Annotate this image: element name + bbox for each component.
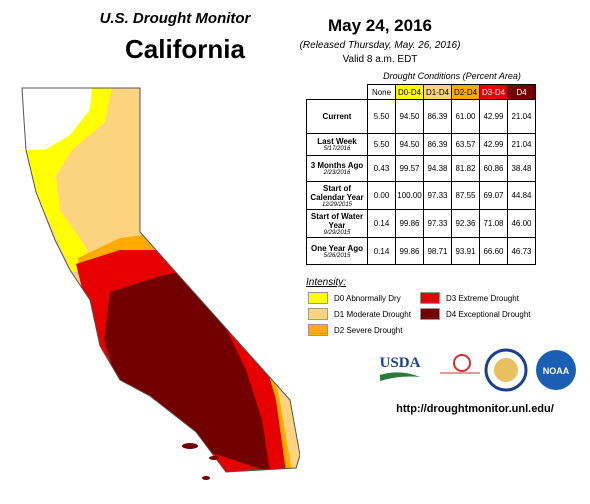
legend-item: D0 Abnormally Dry: [308, 292, 401, 304]
legend-item: D4 Exceptional Drought: [420, 308, 531, 320]
legend-swatch: [420, 308, 440, 320]
cell: 42.99: [479, 133, 508, 156]
cell: 42.99: [479, 99, 508, 134]
cell: 0.43: [367, 155, 396, 182]
column-header: D1-D4: [423, 84, 452, 100]
row-label: One Year Ago 5/26/2015: [306, 237, 368, 265]
cell: 61.00: [451, 99, 480, 134]
cell: 0.00: [367, 181, 396, 210]
date: May 24, 2016: [328, 16, 432, 35]
released: (Released Thursday, May. 26, 2016): [299, 40, 461, 51]
table-caption: Drought Conditions (Percent Area): [383, 71, 521, 81]
legend-label: D1 Moderate Drought: [334, 309, 411, 319]
column-header: D4: [507, 84, 536, 100]
legend-swatch: [308, 324, 328, 336]
row-title: Start of Water Year: [310, 211, 364, 230]
cell: 38.48: [507, 155, 536, 182]
valid: Valid 8 a.m. EDT: [342, 54, 418, 65]
cell: 97.33: [423, 181, 452, 210]
cell: 63.57: [451, 133, 480, 156]
legend-label: D3 Extreme Drought: [446, 293, 519, 303]
legend-label: D0 Abnormally Dry: [334, 293, 401, 303]
cell: 87.55: [451, 181, 480, 210]
row-label: Start of Calendar Year 12/29/2015: [306, 181, 368, 210]
url: http://droughtmonitor.unl.edu/: [396, 403, 554, 415]
cell: 99.86: [395, 237, 424, 265]
cell: 92.36: [451, 209, 480, 238]
row-title: One Year Ago: [310, 243, 364, 253]
row-date: 2/23/2016: [323, 170, 351, 176]
cell: 99.57: [395, 155, 424, 182]
cell: 46.73: [507, 237, 536, 265]
cell: 21.04: [507, 133, 536, 156]
conditions-table: None D0-D4 D1-D4 D2-D4 D3-D4 D4 Current 5.50 94.…: [306, 84, 536, 265]
column-header: None: [367, 84, 396, 100]
row-title: 3 Months Ago: [310, 161, 364, 170]
cell: 60.86: [479, 155, 508, 182]
column-header: D0-D4: [395, 84, 424, 100]
cell: 86.39: [423, 133, 452, 156]
table-row: One Year Ago 5/26/2015 0.14 99.86 98.71 93.91…: [306, 237, 536, 265]
legend-label: D2 Severe Drought: [334, 325, 403, 335]
cell: 69.07: [479, 181, 508, 210]
row-title: Current: [322, 112, 352, 121]
column-header: D3-D4: [479, 84, 508, 100]
table-row: Start of Calendar Year 12/29/2015 0.00 100.…: [306, 181, 536, 210]
noaa-logo: NOAA: [543, 366, 570, 376]
table-row: Current 5.50 94.50 86.39 61.00 42.99 21.04: [306, 99, 536, 134]
cell: 71.08: [479, 209, 508, 238]
cell: 21.04: [507, 99, 536, 134]
cell: 0.14: [367, 209, 396, 238]
corner: [307, 85, 368, 100]
legend-item: D3 Extreme Drought: [420, 292, 519, 304]
row-label: 3 Months Ago 2/23/2016: [306, 155, 368, 182]
cell: 5.50: [367, 99, 396, 134]
table-row: 3 Months Ago 2/23/2016 0.43 99.57 94.38 81.82…: [306, 155, 536, 182]
cell: 44.84: [507, 181, 536, 210]
legend-title: Intensity:: [306, 277, 347, 288]
legend-label: D4 Exceptional Drought: [446, 309, 531, 319]
legend-item: D2 Severe Drought: [308, 324, 402, 336]
cell: 0.14: [367, 237, 396, 265]
header-row: None D0-D4 D1-D4 D2-D4 D3-D4 D4: [307, 84, 536, 100]
cell: 99.86: [395, 209, 424, 238]
cell: 98.71: [423, 237, 452, 265]
row-date: 5/17/2016: [323, 146, 351, 152]
row-label: Current: [306, 99, 368, 134]
row-date: 5/26/2015: [323, 252, 351, 259]
title: U.S. Drought Monitor: [99, 10, 251, 27]
logos: USDA NOAA: [380, 348, 576, 392]
cell: 86.39: [423, 99, 452, 134]
table-row: Last Week 5/17/2016 5.50 94.50 86.39 63.57 42.…: [306, 133, 536, 156]
cell: 5.50: [367, 133, 396, 156]
region: California: [125, 34, 245, 64]
cell: 94.50: [395, 133, 424, 156]
column-header: D2-D4: [451, 84, 480, 100]
cell: 81.82: [451, 155, 480, 182]
legend-swatch: [308, 292, 328, 304]
row-label: Last Week 5/17/2016: [306, 133, 368, 156]
row-title: Last Week: [317, 137, 357, 146]
drought-map: [21, 87, 300, 480]
cell: 94.38: [423, 155, 452, 182]
cell: 94.50: [395, 99, 424, 134]
cell: 100.00: [395, 181, 424, 210]
usda-logo: USDA: [380, 355, 421, 371]
cell: 93.91: [451, 237, 480, 265]
cell: 46.00: [507, 209, 536, 238]
cell: 97.33: [423, 209, 452, 238]
legend-swatch: [308, 308, 328, 320]
cell: 66.60: [479, 237, 508, 265]
row-label: Start of Water Year 9/29/2015: [306, 209, 368, 238]
row-title: Start of Calendar Year: [310, 183, 364, 202]
row-date: 9/29/2015: [323, 229, 351, 236]
row-date: 12/29/2015: [321, 201, 353, 208]
legend-swatch: [420, 292, 440, 304]
legend-item: D1 Moderate Drought: [308, 308, 411, 320]
table-row: Start of Water Year 9/29/2015 0.14 99.86 97.…: [306, 209, 536, 238]
